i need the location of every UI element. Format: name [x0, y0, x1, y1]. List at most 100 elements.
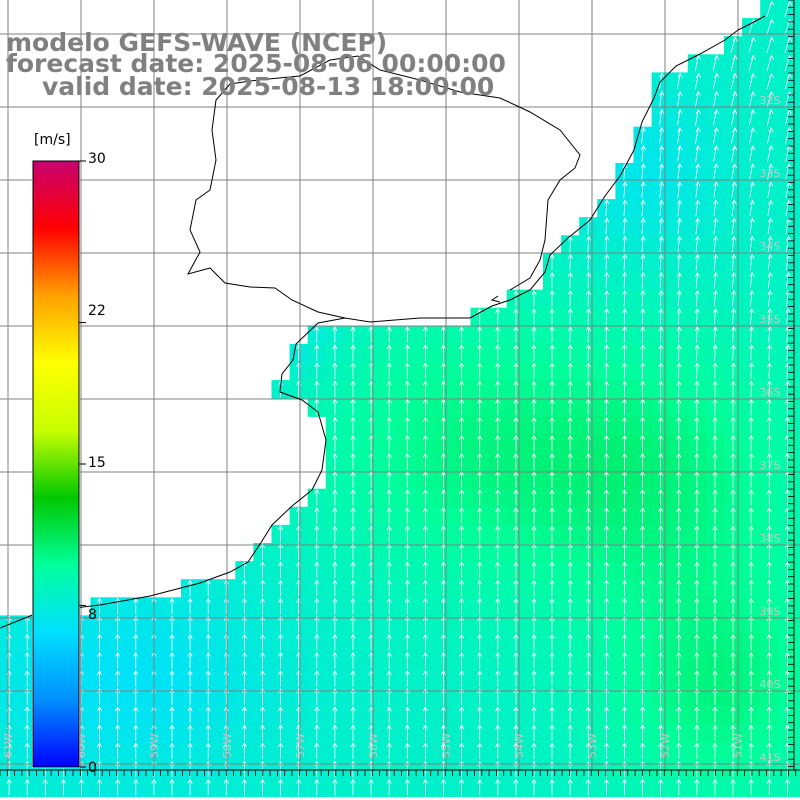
wind-arrow — [115, 651, 121, 669]
wind-arrow — [386, 344, 392, 361]
wind-arrow — [603, 561, 609, 579]
wind-arrow — [712, 742, 718, 760]
wind-arrow — [477, 525, 483, 542]
wind-arrow — [585, 651, 591, 669]
wind-arrow — [567, 688, 573, 705]
wind-arrow — [659, 145, 665, 162]
wind-arrow — [422, 362, 428, 380]
wind-arrow — [731, 181, 737, 198]
wind-arrow — [531, 778, 537, 796]
wind-arrow — [477, 597, 483, 615]
wind-arrow — [477, 724, 483, 741]
wind-arrow — [187, 615, 193, 633]
wind-arrow — [585, 688, 591, 705]
wind-arrow — [639, 434, 646, 452]
wind-arrow — [259, 633, 266, 651]
wind-speed-cell — [796, 398, 800, 417]
wind-arrow — [658, 434, 664, 452]
wind-speed-cell — [796, 217, 800, 236]
wind-arrow — [567, 416, 573, 434]
wind-arrow — [748, 597, 754, 615]
wind-arrow — [96, 688, 103, 705]
wind-speed-cell — [796, 742, 800, 761]
wind-arrow — [223, 615, 229, 633]
wind-speed-cell — [796, 235, 800, 254]
wind-arrow — [730, 488, 736, 506]
wind-arrow — [640, 271, 646, 289]
wind-arrow — [658, 452, 664, 470]
wind-arrow — [513, 307, 519, 325]
wind-arrow — [513, 416, 519, 434]
wind-arrow — [404, 778, 410, 796]
wind-arrow — [766, 72, 775, 90]
wind-arrow — [567, 778, 573, 796]
wind-arrow — [96, 669, 103, 687]
wind-arrow — [766, 778, 772, 796]
wind-speed-cell — [796, 615, 800, 635]
wind-arrow — [296, 778, 302, 796]
wind-arrow — [241, 778, 247, 796]
wind-arrow — [96, 778, 103, 796]
wind-arrow — [767, 253, 773, 271]
wind-arrow — [350, 688, 356, 705]
wind-speed-cell — [796, 362, 800, 381]
wind-arrow — [440, 633, 447, 651]
wind-arrow — [694, 651, 700, 669]
wind-arrow — [133, 688, 139, 705]
wind-arrow — [694, 561, 700, 579]
wind-arrow — [694, 344, 700, 361]
wind-arrow — [386, 380, 392, 398]
wind-arrow — [730, 688, 736, 705]
wind-arrow — [241, 597, 247, 615]
wind-arrow — [712, 561, 718, 579]
wind-arrow — [640, 380, 646, 398]
wind-arrow — [676, 525, 682, 542]
wind-arrow — [513, 724, 519, 741]
wind-arrow — [205, 688, 211, 705]
wind-arrow — [713, 199, 719, 217]
wind-arrow — [332, 416, 338, 434]
wind-arrow — [639, 724, 646, 741]
wind-arrow — [640, 217, 646, 235]
wind-arrow — [621, 434, 628, 452]
wind-arrow — [477, 633, 483, 651]
wind-arrow — [549, 615, 555, 633]
wind-arrow — [585, 525, 591, 542]
wind-arrow — [639, 507, 646, 524]
wind-arrow — [350, 344, 356, 361]
wind-arrow — [314, 669, 320, 687]
wind-arrow — [459, 507, 465, 524]
wind-speed-cell — [796, 108, 800, 128]
wind-arrow — [495, 326, 501, 343]
wind-speed-cell — [796, 380, 800, 399]
wind-arrow — [477, 579, 483, 597]
wind-arrow — [133, 615, 139, 633]
wind-arrow — [658, 579, 664, 597]
colorbar-unit: [m/s] — [34, 132, 71, 148]
wind-arrow — [730, 326, 737, 343]
wind-arrow — [332, 778, 338, 796]
wind-arrow — [386, 724, 392, 741]
wind-arrow — [531, 344, 537, 361]
wind-arrow — [495, 706, 501, 723]
wind-arrow — [386, 362, 392, 380]
wind-arrow — [495, 416, 501, 434]
wind-arrow — [459, 380, 465, 398]
wind-arrow — [495, 525, 501, 542]
wind-arrow — [350, 543, 356, 560]
longitude-label: 56W — [367, 733, 380, 758]
wind-arrow — [639, 706, 646, 723]
wind-arrow — [278, 651, 284, 669]
wind-arrow — [567, 651, 573, 669]
wind-arrow — [278, 724, 284, 741]
wind-arrow — [187, 688, 193, 705]
wind-arrow — [676, 344, 682, 361]
wind-arrow — [531, 507, 537, 524]
wind-arrow — [459, 742, 465, 760]
wind-arrow — [784, 507, 790, 524]
wind-arrow — [549, 507, 555, 524]
wind-arrow — [241, 579, 247, 597]
wind-arrow — [712, 543, 718, 560]
wind-arrow — [639, 742, 646, 760]
